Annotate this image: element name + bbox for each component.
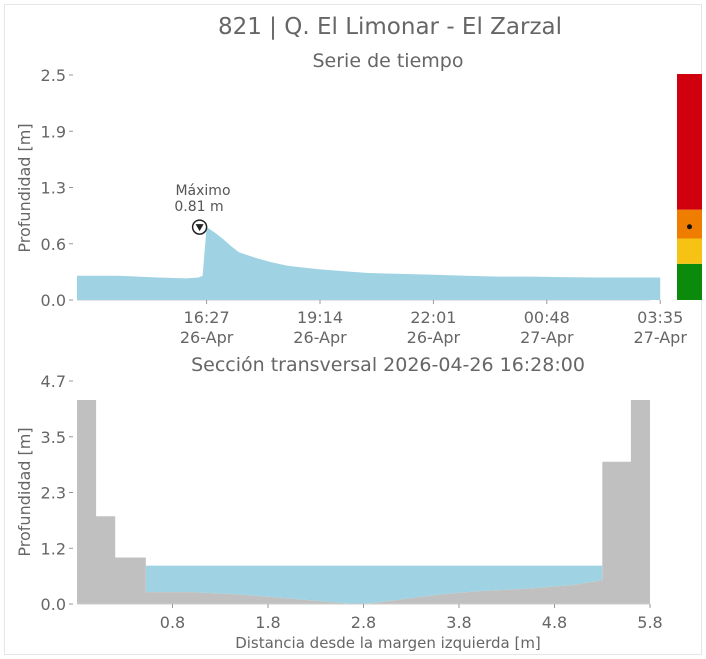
chart-title: 821 | Q. El Limonar - El Zarzal — [218, 14, 562, 40]
cross-section-x-tick-4.8: 4.8 — [542, 613, 567, 632]
time-series-x-tick-date-1: 26-Apr — [293, 328, 347, 347]
time-series-y-axis-label: Profundidad [m] — [15, 123, 34, 252]
cross-section-x-tick-5.8: 5.8 — [637, 613, 662, 632]
time-series-x-tick-date-3: 27-Apr — [520, 328, 574, 347]
time-series-x-tick-time-4: 03:35 — [637, 308, 683, 327]
cross-section-x-tick-0.8: 0.8 — [160, 613, 185, 632]
time-series-y-tick-1.3: 1.3 — [41, 179, 66, 198]
time-series-x-tick-date-2: 26-Apr — [407, 328, 461, 347]
chart-frame — [4, 4, 702, 655]
cross-section-x-tick-2.8: 2.8 — [351, 613, 376, 632]
time-series-y-tick-0.6: 0.6 — [41, 235, 66, 254]
max-marker-triangle — [195, 224, 204, 232]
cross-section-water — [145, 565, 603, 604]
cross-section-y-tick-2.3: 2.3 — [41, 484, 66, 503]
alert-current-marker — [687, 224, 692, 230]
cross-section-chart: Sección transversal 2026-04-26 16:28:00 … — [15, 354, 663, 652]
time-series-y-tick-0.0: 0.0 — [41, 291, 66, 310]
cross-section-y-tick-1.2: 1.2 — [41, 539, 66, 558]
cross-section-x-tick-3.8: 3.8 — [446, 613, 471, 632]
cross-section-y-tick-4.7: 4.7 — [41, 372, 66, 391]
max-annotation-label: Máximo — [175, 183, 230, 199]
time-series-x-tick-date-4: 27-Apr — [633, 328, 687, 347]
alert-level-orange — [677, 209, 702, 239]
cross-section-y-tick-3.5: 3.5 — [41, 428, 66, 447]
time-series-title: Serie de tiempo — [313, 50, 464, 72]
max-annotation-value: 0.81 m — [174, 199, 223, 215]
cross-section-y-tick-0.0: 0.0 — [41, 595, 66, 614]
time-series-x-tick-time-3: 00:48 — [524, 308, 570, 327]
time-series-x-tick-date-0: 26-Apr — [180, 328, 234, 347]
time-series-y-tick-1.9: 1.9 — [41, 122, 66, 141]
cross-section-x-tick-1.8: 1.8 — [255, 613, 280, 632]
cross-section-title: Sección transversal 2026-04-26 16:28:00 — [191, 354, 585, 376]
cross-section-x-axis-label: Distancia desde la margen izquierda [m] — [235, 634, 541, 652]
time-series-x-tick-time-1: 19:14 — [297, 308, 343, 327]
time-series-y-tick-2.5: 2.5 — [41, 66, 66, 85]
time-series-x-tick-time-0: 16:27 — [184, 308, 230, 327]
alert-level-yellow — [677, 238, 702, 264]
alert-level-red — [677, 74, 702, 210]
cross-section-ground — [77, 400, 650, 604]
alert-scale — [677, 74, 702, 300]
time-series-area — [77, 227, 661, 300]
time-series-chart: Serie de tiempo Profundidad [m] Máximo 0… — [15, 50, 687, 347]
alert-level-green — [677, 263, 702, 300]
time-series-x-tick-time-2: 22:01 — [410, 308, 456, 327]
cross-section-y-axis-label: Profundidad [m] — [15, 427, 34, 556]
